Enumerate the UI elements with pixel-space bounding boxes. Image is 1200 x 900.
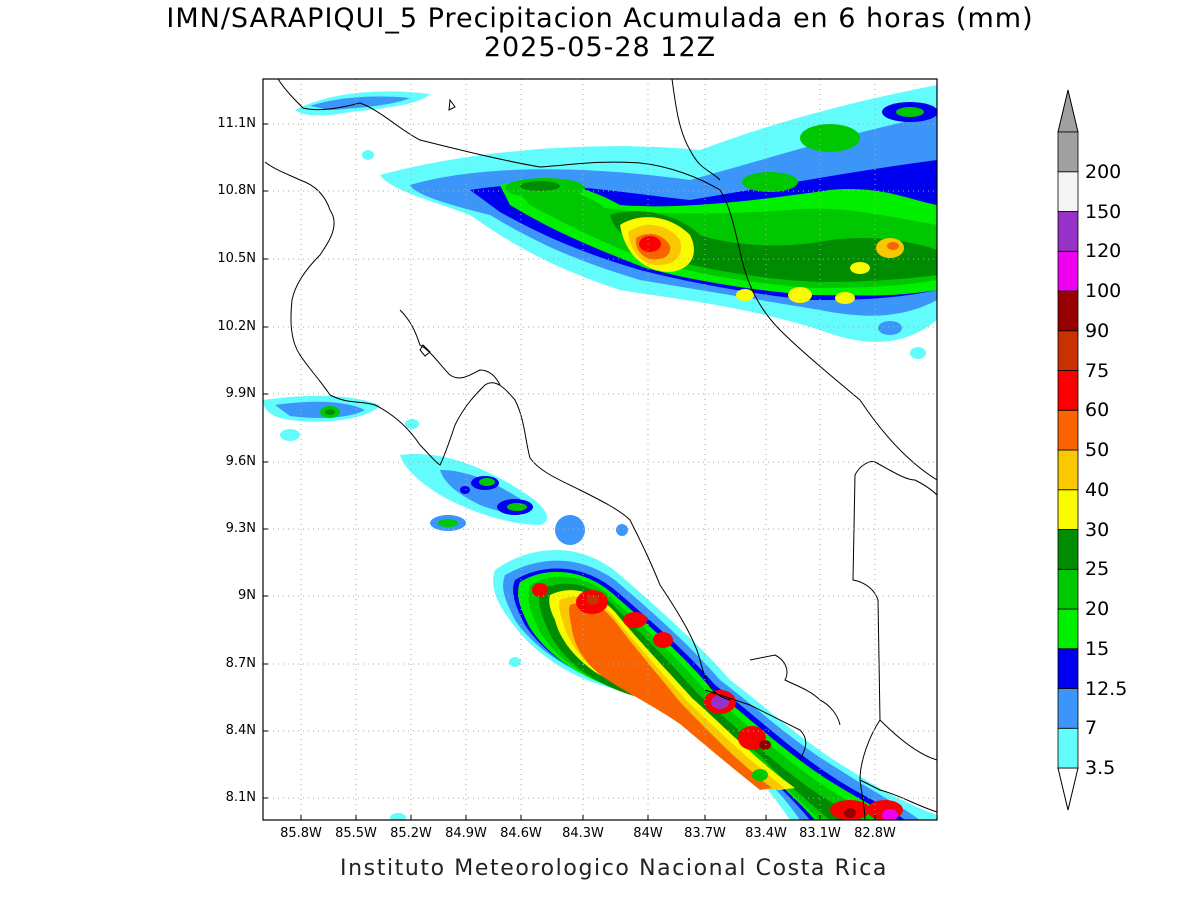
colorbar-level-label: 3.5 <box>1085 757 1116 779</box>
colorbar-level-label: 200 <box>1085 160 1122 183</box>
lon-label: 83.7W <box>684 826 726 841</box>
lat-label: 8.7N <box>225 656 256 671</box>
lon-label: 85.8W <box>280 826 322 841</box>
lon-label: 84.6W <box>500 826 542 841</box>
colorbar-swatch <box>1057 171 1079 212</box>
lat-label: 9.9N <box>225 386 256 401</box>
rain-band-south <box>493 550 937 820</box>
colorbar-level-label: 40 <box>1085 478 1110 501</box>
lon-label: 82.8W <box>854 826 896 841</box>
colorbar-level-label: 90 <box>1085 319 1110 342</box>
lon-label: 84.9W <box>445 826 487 841</box>
precipitation-field <box>263 85 937 820</box>
colorbar-swatch <box>1057 489 1079 530</box>
colorbar-swatch <box>1057 727 1079 769</box>
map-frame <box>262 78 938 821</box>
colorbar-level-label: 7 <box>1085 717 1098 740</box>
colorbar-swatch <box>1057 529 1079 570</box>
lat-label: 10.2N <box>217 319 256 334</box>
colorbar-swatch <box>1057 688 1079 729</box>
colorbar-level-label: 20 <box>1085 598 1110 620</box>
colorbar-level-label: 50 <box>1085 439 1110 461</box>
colorbar-level-label: 25 <box>1085 558 1110 581</box>
map-valid-time: 2025-05-28 12Z <box>483 32 717 63</box>
colorbar-swatch <box>1057 370 1079 411</box>
colorbar-level-label: 100 <box>1085 280 1122 302</box>
colorbar-level-label: 120 <box>1085 240 1122 263</box>
colorbar-min-arrow <box>1057 767 1079 811</box>
colorbar-level-label: 15 <box>1085 637 1110 660</box>
colorbar-swatch <box>1057 211 1079 252</box>
lat-label: 10.5N <box>217 251 256 266</box>
colorbar-max-arrow <box>1057 89 1079 133</box>
map-title: IMN/SARAPIQUI_5 Precipitacion Acumulada … <box>166 3 1034 34</box>
lon-label: 84.3W <box>562 826 604 841</box>
lon-label: 85.5W <box>335 826 377 841</box>
colorbar-swatch <box>1057 568 1079 610</box>
lat-label: 9.6N <box>225 454 256 469</box>
colorbar-swatch <box>1057 449 1079 491</box>
lon-label: 83.1W <box>799 826 841 841</box>
colorbar-level-label: 12.5 <box>1085 677 1128 700</box>
colorbar-swatch <box>1057 250 1079 292</box>
colorbar-level-label: 60 <box>1085 399 1110 422</box>
colorbar <box>1057 89 1079 811</box>
colorbar-level-label: 150 <box>1085 200 1122 223</box>
lat-label: 9N <box>238 588 256 603</box>
colorbar-level-label: 75 <box>1085 359 1110 382</box>
lon-label: 85.2W <box>390 826 432 841</box>
lat-label: 8.4N <box>225 723 256 738</box>
lon-label: 83.4W <box>745 826 787 841</box>
lat-label: 9.3N <box>225 521 256 536</box>
colorbar-swatch <box>1057 290 1079 332</box>
colorbar-level-label: 30 <box>1085 518 1110 541</box>
lon-label: 84W <box>633 826 663 841</box>
graticule <box>263 79 937 820</box>
footer-credit: Instituto Meteorologico Nacional Costa R… <box>340 856 888 881</box>
axis-ticks <box>263 123 876 820</box>
lat-label: 8.1N <box>225 790 256 805</box>
colorbar-swatch <box>1057 608 1079 650</box>
colorbar-swatch <box>1057 409 1079 451</box>
lat-label: 11.1N <box>217 116 256 131</box>
lat-label: 10.8N <box>217 183 256 198</box>
colorbar-swatch <box>1057 330 1079 371</box>
colorbar-swatch <box>1057 648 1079 689</box>
coastlines <box>264 79 937 820</box>
colorbar-swatch <box>1057 131 1079 173</box>
rain-band-north <box>380 85 937 359</box>
